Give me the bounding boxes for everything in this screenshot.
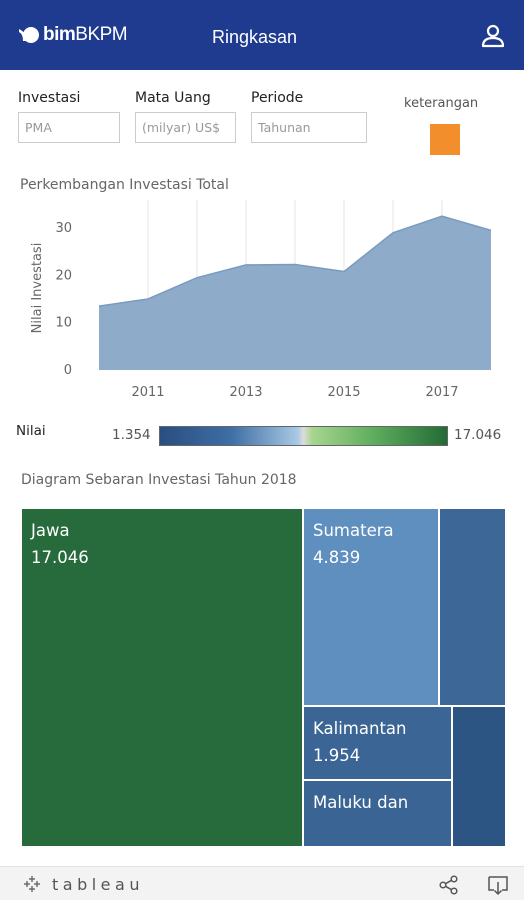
x-tick-label: 2015 — [327, 385, 360, 400]
download-icon[interactable] — [486, 873, 510, 897]
legend-label: keterangan — [404, 96, 479, 111]
y-tick-label: 10 — [55, 316, 72, 331]
filter-investasi: Investasi PMA — [18, 90, 120, 143]
area-series-line — [98, 215, 492, 307]
x-tick-label: 2013 — [229, 385, 262, 400]
logo-text: bimBKPM — [43, 24, 128, 45]
tableau-logo-icon — [24, 876, 40, 892]
x-tick-label: 2011 — [131, 385, 164, 400]
tile-name: Maluku dan — [313, 793, 409, 812]
tile-name: Sumatera — [313, 521, 394, 540]
bkpm-logo-icon — [19, 27, 39, 43]
filter-mata-uang-label: Mata Uang — [135, 90, 211, 106]
filter-mata-uang-select[interactable]: (milyar) US$ — [135, 112, 236, 143]
filter-mata-uang: Mata Uang (milyar) US$ — [135, 90, 236, 143]
tile-name: Kalimantan — [313, 719, 407, 738]
tile-value: 4.839 — [313, 548, 361, 567]
y-axis-label: Nilai Investasi — [30, 243, 45, 334]
area-chart-title: Perkembangan Investasi Total — [20, 177, 229, 193]
tableau-text: tableau — [52, 874, 144, 894]
y-tick-label: 20 — [55, 268, 72, 283]
legend-swatch[interactable] — [430, 124, 460, 155]
color-scale-bar — [159, 426, 448, 446]
color-scale-max: 17.046 — [454, 427, 502, 443]
page-title: Ringkasan — [212, 27, 298, 47]
color-scale-min: 1.354 — [112, 427, 151, 443]
share-icon[interactable] — [438, 874, 460, 896]
color-scale-label: Nilai — [16, 423, 46, 439]
treemap-title: Diagram Sebaran Investasi Tahun 2018 — [21, 472, 297, 488]
filter-periode-select[interactable]: Tahunan — [251, 112, 367, 143]
area-chart[interactable]: 0 10 20 30 2011 2013 2015 2017 Nilai Investasi — [0, 200, 524, 415]
tableau-footer: tableau — [0, 866, 524, 900]
treemap-tile-unlabeled-1[interactable] — [440, 509, 505, 705]
treemap-tile-jawa[interactable]: Jawa 17.046 — [22, 509, 302, 846]
treemap-tile-sumatera[interactable]: Sumatera 4.839 — [304, 509, 438, 705]
y-tick-label: 0 — [64, 363, 72, 378]
y-tick-label: 30 — [55, 221, 72, 236]
x-tick-label: 2017 — [425, 385, 458, 400]
treemap-tile-kalimantan[interactable]: Kalimantan 1.954 — [304, 707, 451, 779]
filter-periode-label: Periode — [251, 90, 304, 106]
filter-investasi-label: Investasi — [18, 90, 81, 106]
app-bar: bimBKPM Ringkasan — [0, 0, 524, 70]
filter-periode: Periode Tahunan — [251, 90, 367, 143]
tableau-logo[interactable]: tableau — [22, 874, 144, 894]
tile-value: 1.954 — [313, 746, 361, 765]
tile-value: 17.046 — [31, 548, 89, 567]
filter-investasi-select[interactable]: PMA — [18, 112, 120, 143]
user-icon[interactable] — [480, 23, 506, 49]
tile-name: Jawa — [31, 521, 70, 540]
treemap-tile-unlabeled-2[interactable] — [453, 707, 505, 846]
treemap-tile-maluku[interactable]: Maluku dan — [304, 781, 451, 846]
area-series[interactable] — [99, 216, 491, 370]
bkpm-logo[interactable]: bimBKPM — [18, 24, 128, 46]
